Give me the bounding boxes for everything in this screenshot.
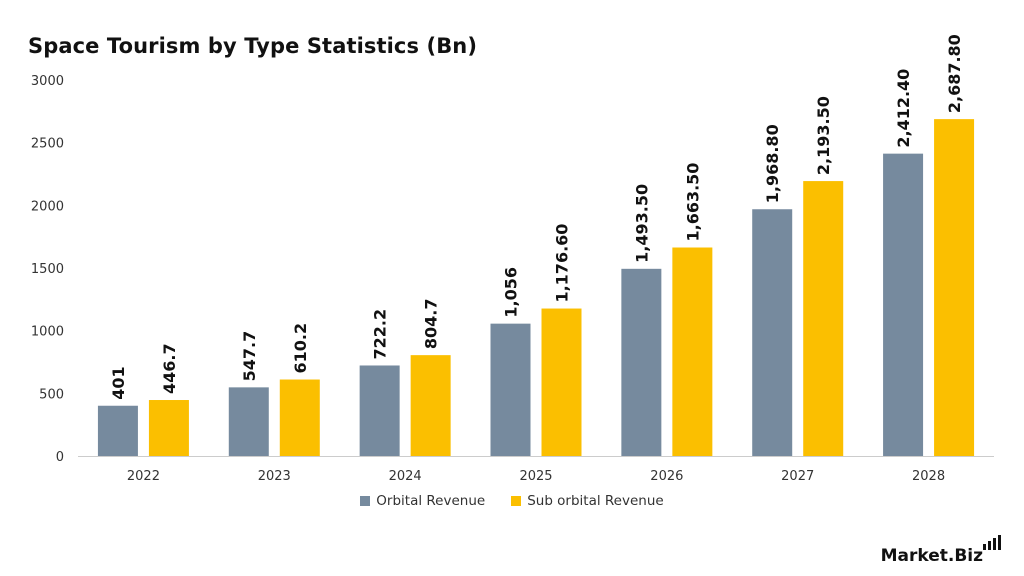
bar-suborbital-2022 [148, 400, 189, 456]
data-label-orbital-2023: 547.7 [240, 331, 259, 382]
bar-orbital-2026 [621, 268, 662, 456]
logo-text: Market.Biz [880, 546, 983, 566]
data-label-orbital-2024: 722.2 [371, 309, 390, 360]
bar-suborbital-2025 [541, 308, 582, 456]
x-tick-label-5: 2027 [781, 469, 814, 484]
data-label-suborbital-2028: 2,687.80 [945, 34, 964, 113]
x-tick-label-0: 2022 [127, 469, 160, 484]
y-tick-label-6: 3000 [31, 74, 64, 89]
data-label-suborbital-2027: 2,193.50 [814, 96, 833, 175]
data-label-suborbital-2026: 1,663.50 [683, 163, 702, 242]
data-label-orbital-2026: 1,493.50 [632, 184, 651, 263]
bar-orbital-2022 [97, 405, 138, 456]
marketbiz-logo: Market.Biz [881, 535, 1002, 566]
logo-bars-icon [983, 535, 1001, 550]
data-label-orbital-2027: 1,968.80 [763, 124, 782, 203]
y-tick-label-4: 2000 [31, 199, 64, 214]
data-label-suborbital-2025: 1,176.60 [553, 224, 572, 303]
y-tick-label-0: 0 [56, 450, 64, 465]
data-label-orbital-2025: 1,056 [502, 267, 521, 318]
data-label-orbital-2028: 2,412.40 [894, 69, 913, 148]
legend: Orbital Revenue Sub orbital Revenue [0, 493, 1024, 509]
bar-orbital-2023 [228, 387, 269, 456]
y-tick-label-2: 1000 [31, 325, 64, 340]
data-label-suborbital-2022: 446.7 [160, 343, 179, 394]
y-tick-label-3: 1500 [31, 262, 64, 277]
y-tick-label-5: 2500 [31, 137, 64, 152]
data-label-orbital-2022: 401 [109, 366, 128, 399]
chart-title: Space Tourism by Type Statistics (Bn) [28, 34, 478, 58]
x-tick-label-4: 2026 [650, 469, 683, 484]
data-label-suborbital-2024: 804.7 [422, 299, 441, 350]
bar-suborbital-2027 [803, 181, 844, 456]
bar-suborbital-2028 [934, 119, 975, 457]
bar-orbital-2024 [359, 365, 400, 456]
x-tick-label-1: 2023 [258, 469, 291, 484]
x-tick-label-2: 2024 [389, 469, 422, 484]
bar-suborbital-2026 [672, 247, 713, 456]
bar-orbital-2025 [490, 323, 531, 456]
data-label-suborbital-2023: 610.2 [291, 323, 310, 374]
y-tick-label-1: 500 [39, 387, 64, 402]
bar-orbital-2028 [883, 153, 924, 456]
legend-swatch-suborbital [511, 496, 522, 506]
legend-item-suborbital: Sub orbital Revenue [511, 493, 664, 509]
legend-label-suborbital: Sub orbital Revenue [527, 493, 664, 509]
legend-label-orbital: Orbital Revenue [376, 493, 486, 509]
legend-swatch-orbital [360, 496, 371, 506]
bar-suborbital-2023 [279, 379, 320, 456]
bar-suborbital-2024 [410, 355, 451, 456]
x-tick-label-6: 2028 [912, 469, 945, 484]
legend-item-orbital: Orbital Revenue [360, 493, 485, 509]
x-tick-label-3: 2025 [519, 469, 552, 484]
bar-orbital-2027 [752, 209, 793, 456]
